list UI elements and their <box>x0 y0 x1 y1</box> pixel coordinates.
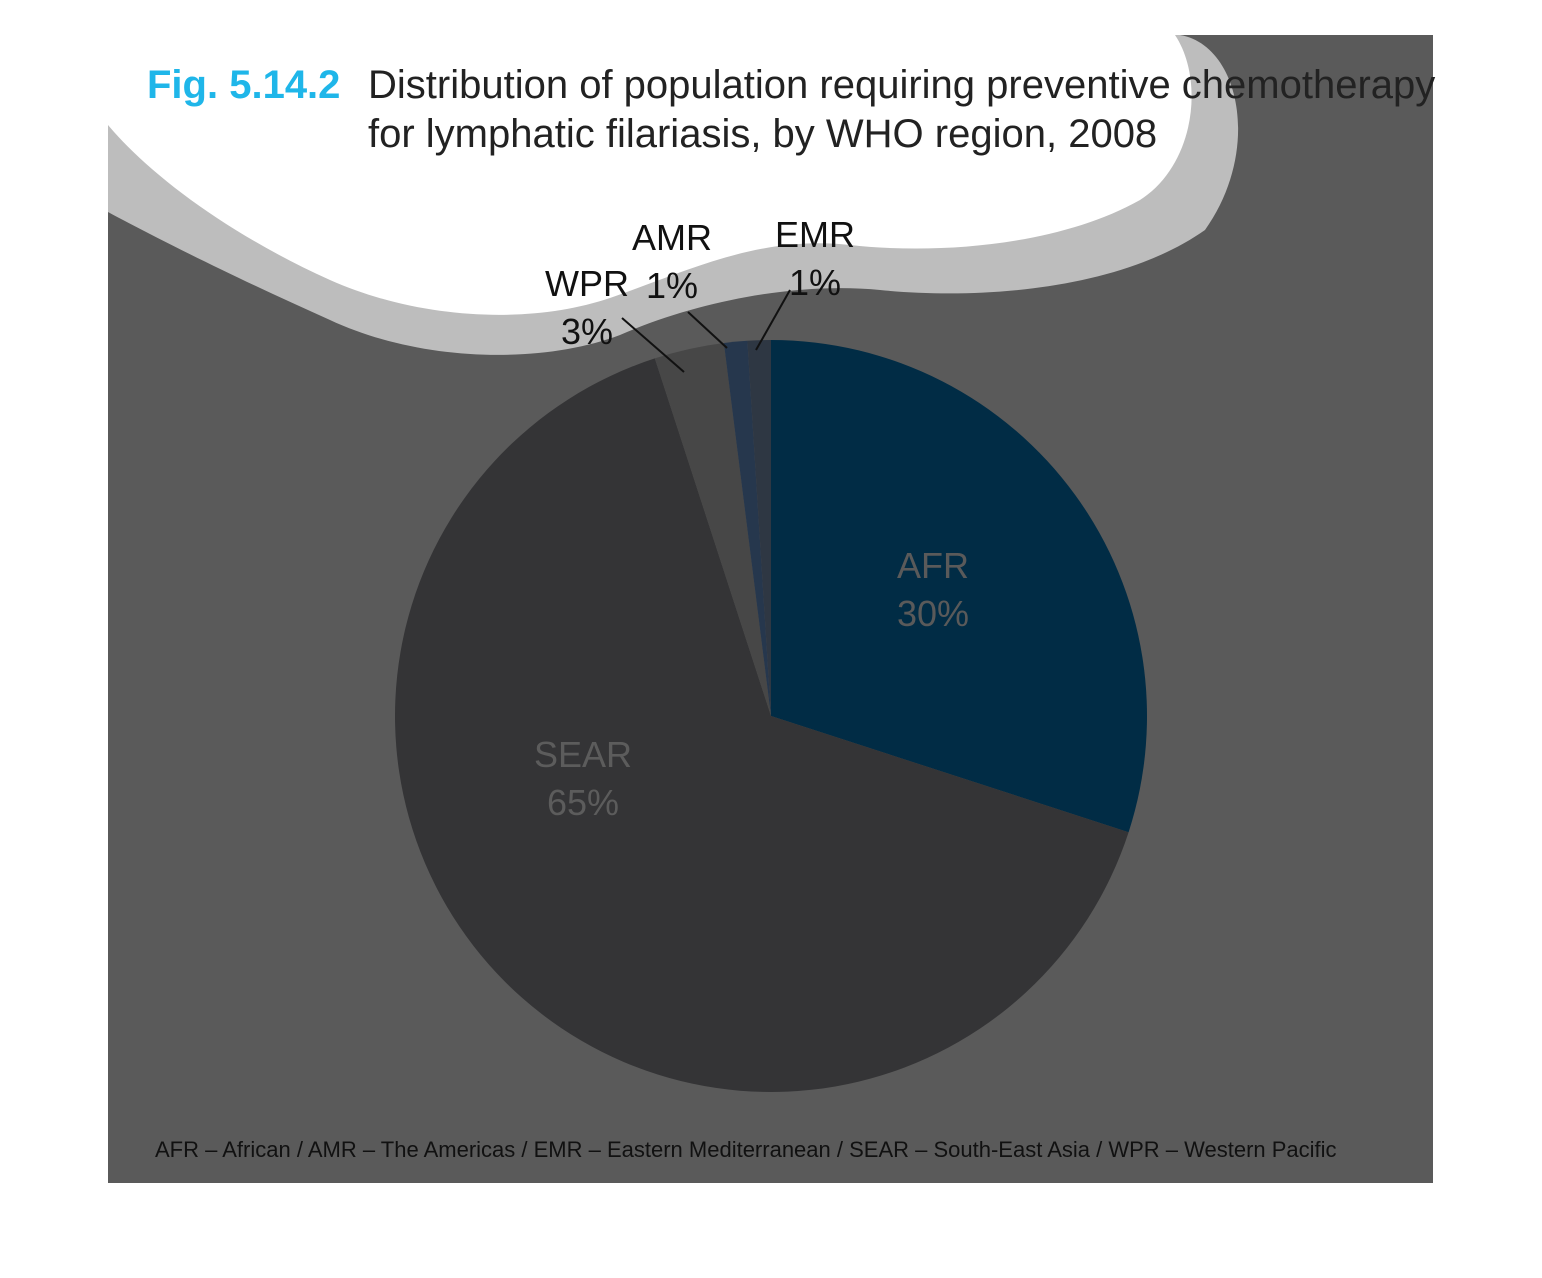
leader-line-emr <box>755 289 791 351</box>
slice-value-amr: 1% <box>646 265 698 306</box>
leader-line-amr <box>687 311 728 349</box>
leader-line-wpr <box>621 317 685 373</box>
slice-name-emr: EMR <box>775 214 855 255</box>
pie-chart <box>395 340 1148 1092</box>
figure-number: Fig. 5.14.2 <box>147 63 340 107</box>
slice-name-sear: SEAR <box>534 734 632 775</box>
slice-value-afr: 30% <box>897 593 969 634</box>
slice-name-afr: AFR <box>897 545 969 586</box>
slice-value-wpr: 3% <box>561 311 613 352</box>
chart-title-line-1: Distribution of population requiring pre… <box>368 63 1435 107</box>
cloud-fill <box>108 35 1192 315</box>
pie-slice-sear <box>395 358 1129 1092</box>
pie-slice-afr <box>771 340 1148 833</box>
slice-name-wpr: WPR <box>545 263 629 304</box>
slice-value-sear: 65% <box>547 782 619 823</box>
pie-labels: AFR 30% SEAR 65% WPR 3% AMR 1% EMR 1% <box>534 214 969 823</box>
pie-slice-emr <box>747 340 771 716</box>
slice-value-emr: 1% <box>789 262 841 303</box>
slice-name-amr: AMR <box>632 217 712 258</box>
chart-title-line-2: for lymphatic filariasis, by WHO region,… <box>368 112 1157 156</box>
footnote: AFR – African / AMR – The Americas / EMR… <box>155 1137 1337 1162</box>
pie-slice-amr <box>723 340 771 716</box>
pie-slice-wpr <box>654 342 771 716</box>
